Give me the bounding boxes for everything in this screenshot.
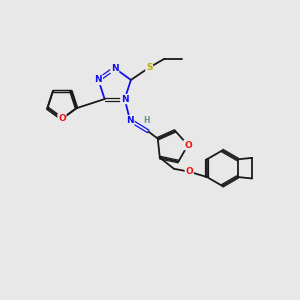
Text: O: O	[184, 140, 192, 149]
Text: N: N	[111, 64, 118, 73]
Text: O: O	[185, 167, 193, 176]
Text: O: O	[58, 114, 66, 123]
Text: S: S	[146, 63, 152, 72]
Text: N: N	[94, 75, 102, 84]
Text: H: H	[143, 116, 150, 125]
Text: N: N	[121, 94, 128, 103]
Text: N: N	[126, 116, 134, 125]
